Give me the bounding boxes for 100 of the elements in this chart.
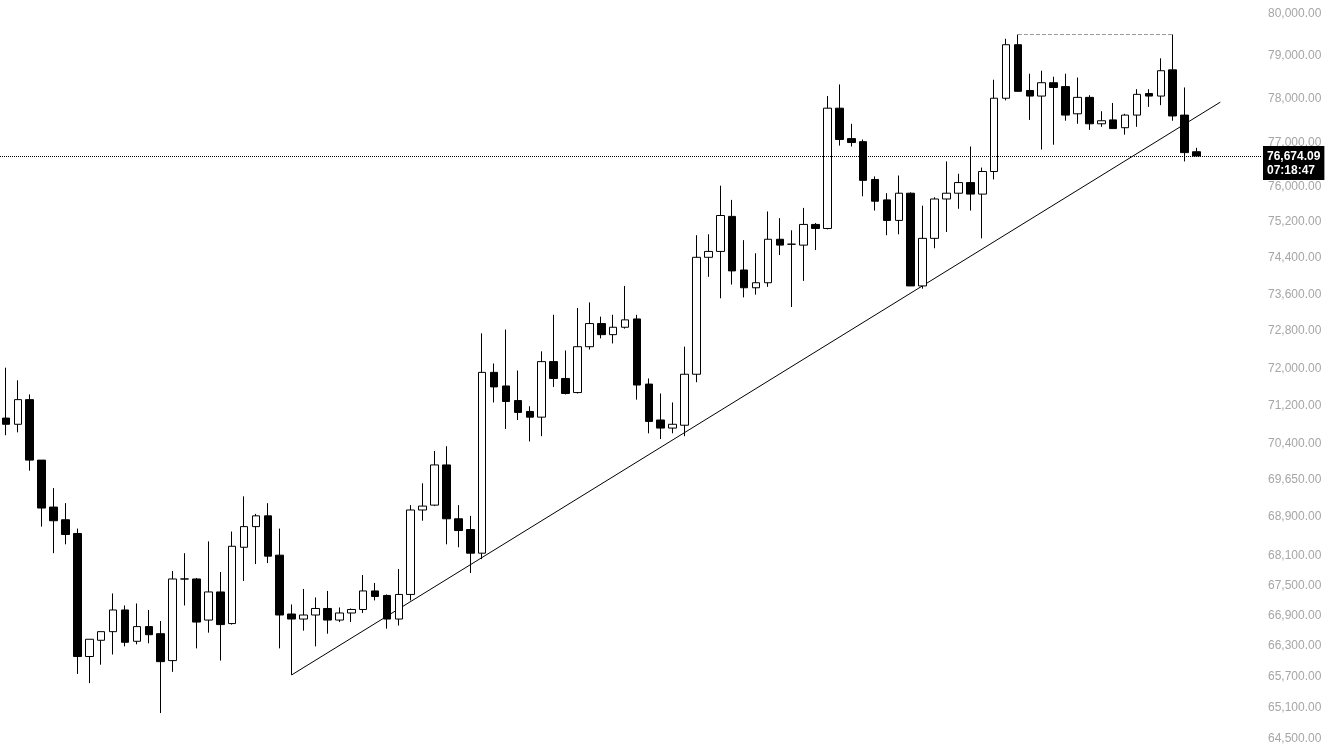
candlestick	[978, 167, 987, 239]
candlestick	[347, 607, 356, 623]
candlestick	[335, 606, 344, 623]
candlestick	[133, 602, 141, 645]
candlestick	[752, 252, 760, 296]
y-tick-label: 78,000.00	[1268, 91, 1322, 106]
candlestick	[204, 540, 213, 634]
candlestick	[1121, 113, 1129, 136]
candlestick	[1085, 94, 1094, 131]
candlestick	[85, 638, 94, 684]
candlestick	[1026, 73, 1034, 121]
candlestick	[514, 370, 522, 421]
candlestick	[1061, 73, 1070, 122]
candlestick	[240, 495, 248, 582]
candlestick	[25, 393, 34, 472]
candlestick	[145, 609, 153, 644]
candlestick	[895, 175, 903, 235]
y-tick-label: 75,200.00	[1268, 214, 1322, 229]
candlestick	[1049, 76, 1058, 146]
candlestick	[787, 229, 796, 308]
y-tick-label: 77,000.00	[1268, 134, 1322, 149]
y-tick-label: 71,200.00	[1268, 398, 1322, 413]
candlestick	[430, 450, 439, 507]
candlestick	[906, 191, 915, 287]
candlestick	[37, 459, 46, 528]
y-tick-label: 74,400.00	[1268, 250, 1322, 265]
candlestick	[2, 367, 10, 436]
candlestick	[311, 596, 320, 647]
candlestick	[1073, 77, 1082, 125]
candlestick	[1037, 70, 1046, 151]
y-tick-label: 68,900.00	[1268, 508, 1322, 523]
candlestick	[668, 401, 677, 434]
candlestick	[264, 502, 272, 564]
candlestick	[1168, 34, 1177, 122]
y-tick-label: 68,100.00	[1268, 548, 1322, 563]
candlestick	[799, 207, 808, 282]
candlestick	[692, 234, 701, 383]
candlestick	[526, 405, 534, 442]
ref-line-label: 76,674.09	[1267, 148, 1321, 163]
candlestick	[883, 192, 891, 236]
candlestick	[633, 314, 641, 401]
candlestick	[716, 185, 725, 299]
candlestick	[406, 504, 415, 601]
candlestick	[395, 568, 403, 627]
candlestick	[478, 332, 486, 560]
candlestick	[466, 515, 475, 574]
candlestick	[418, 482, 427, 522]
candlestick	[156, 620, 165, 714]
candlestick	[168, 570, 177, 673]
candlestick	[97, 631, 105, 666]
candlestick	[621, 285, 629, 330]
candlestick	[597, 316, 606, 339]
candlestick	[680, 346, 689, 437]
candlestick	[1014, 34, 1022, 92]
candlestick	[1002, 38, 1010, 101]
candlestick	[73, 528, 82, 675]
candlestick	[252, 513, 260, 565]
text: 07:18:47	[1267, 162, 1316, 177]
y-tick-label: 76,000.00	[1268, 178, 1322, 193]
candlestick	[180, 552, 189, 606]
y-tick-label: 69,650.00	[1268, 472, 1322, 487]
y-tick-label: 64,500.00	[1268, 731, 1322, 745]
candlestick	[61, 502, 70, 545]
y-tick-label: 73,600.00	[1268, 286, 1322, 301]
candlestick	[1097, 110, 1106, 128]
candlestick	[299, 588, 308, 632]
candlestick	[1109, 102, 1117, 130]
candlestick	[442, 445, 451, 545]
candlestick	[1145, 88, 1153, 108]
candlestick	[192, 577, 201, 649]
candlestick	[275, 528, 284, 649]
candlestick	[537, 350, 546, 437]
candlestick	[216, 571, 225, 662]
y-tick-label: 66,900.00	[1268, 608, 1322, 623]
candlestick	[954, 173, 963, 210]
candlestick	[549, 314, 558, 388]
candlestick	[383, 593, 391, 630]
candlestick	[656, 393, 665, 440]
y-tick-label: 66,300.00	[1268, 638, 1322, 653]
candlestick	[561, 349, 570, 395]
candlestick	[942, 160, 951, 233]
candlestick	[121, 604, 129, 647]
candlestick	[847, 123, 856, 147]
candlestick	[764, 210, 772, 288]
candlestick	[704, 233, 713, 278]
candlestick	[502, 329, 510, 430]
candlestick	[14, 379, 22, 433]
candlestick	[871, 175, 879, 212]
candlestick	[323, 590, 332, 635]
y-tick-label: 80,000.00	[1268, 6, 1322, 20]
candlestick	[776, 217, 784, 256]
candlestick	[740, 239, 748, 298]
candlestick	[109, 592, 117, 655]
candlestick	[490, 362, 498, 403]
candlestick	[359, 574, 367, 614]
candlestick	[609, 314, 617, 344]
y-tick-label: 70,400.00	[1268, 436, 1322, 451]
y-tick-label: 67,500.00	[1268, 577, 1322, 592]
candlestick	[728, 199, 736, 286]
candlestick	[573, 307, 582, 394]
